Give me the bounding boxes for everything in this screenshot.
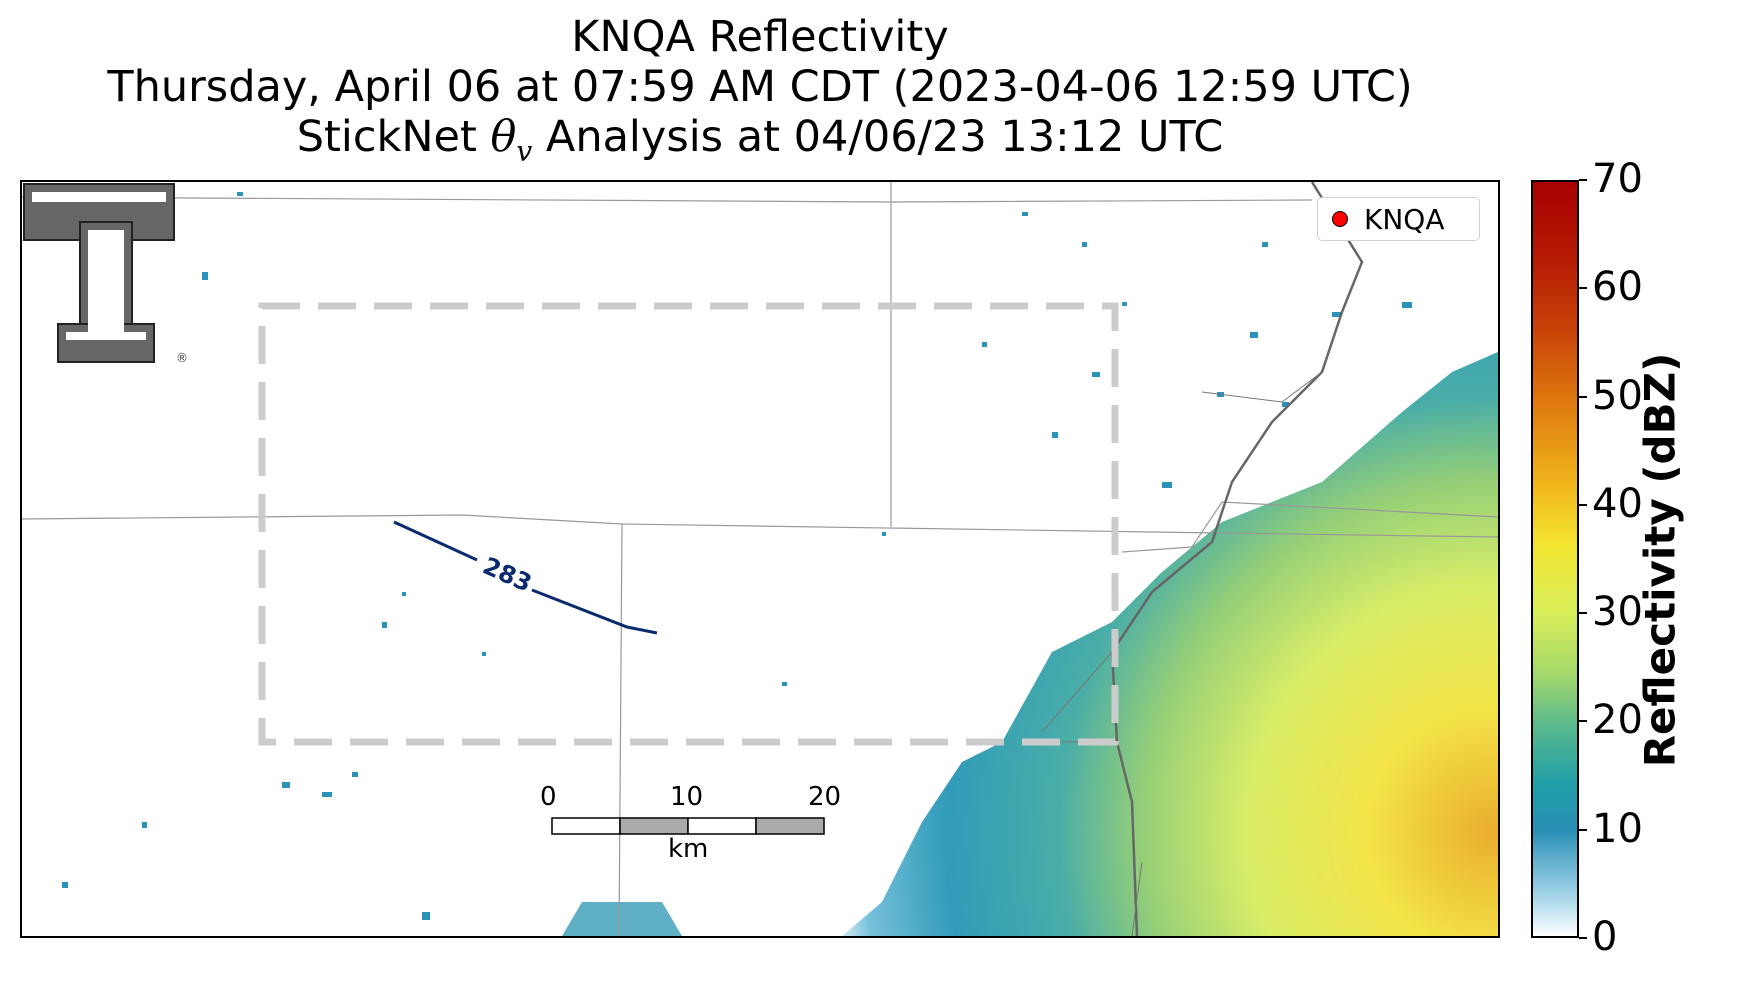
contour-label: 283 [479,552,536,598]
colorbar [1531,180,1579,938]
colorbar-tick-mark [1579,179,1587,181]
map-canvas: 283 [22,182,1498,936]
colorbar-tick-label: 0 [1592,914,1618,960]
colorbar-tick-label: 20 [1592,697,1643,744]
county-lines-east [1041,371,1323,936]
colorbar-tick-label: 60 [1592,264,1643,311]
title-block: KNQA Reflectivity Thursday, April 06 at … [20,12,1500,177]
scale-label-0: 0 [540,782,557,812]
radar-map: 283 0 10 20 km ® KNQA [20,180,1500,938]
colorbar-tick-mark [1579,828,1587,831]
legend: KNQA [1317,197,1480,241]
colorbar-title: Reflectivity (dBZ) [1635,352,1685,768]
title-line-1: KNQA Reflectivity [571,12,949,62]
scale-unit: km [668,834,709,864]
reflectivity-echo-main [842,352,1498,936]
county-lines [22,182,1498,936]
legend-label: KNQA [1364,202,1445,236]
colorbar-tick-mark [1579,395,1587,398]
radar-site-marker-icon [1332,211,1348,227]
scale-label-20: 20 [808,782,842,812]
title-line-3-prefix: StickNet [296,112,491,162]
logo-registered-mark: ® [176,351,188,365]
colorbar-tick-mark [1579,287,1587,290]
title-line-3: StickNet θv Analysis at 04/06/23 13:12 U… [20,112,1500,177]
state-boundary [1110,182,1364,936]
colorbar-tick-label: 40 [1592,480,1643,527]
scale-label-10: 10 [670,782,704,812]
title-line-3-suffix: Analysis at 04/06/23 13:12 UTC [532,112,1224,162]
theta-symbol: θ [490,112,517,162]
colorbar-tick-label: 10 [1592,805,1643,852]
colorbar-tick-mark [1579,503,1587,506]
colorbar-tick-label: 30 [1592,589,1643,636]
colorbar-tick-label: 50 [1592,372,1643,419]
scale-bar [551,817,825,835]
analysis-domain-box [258,302,1119,746]
texas-tech-logo: ® [23,183,188,365]
colorbar-tick-label: 70 [1592,156,1643,202]
colorbar-tick-mark [1579,720,1587,723]
colorbar-tick-mark [1579,612,1587,615]
reflectivity-echo-south [562,902,682,936]
theta-subscript: v [516,134,533,168]
title-line-2: Thursday, April 06 at 07:59 AM CDT (2023… [107,62,1413,112]
theta-v-contour-line [393,520,658,635]
colorbar-tick-mark [1579,937,1587,939]
